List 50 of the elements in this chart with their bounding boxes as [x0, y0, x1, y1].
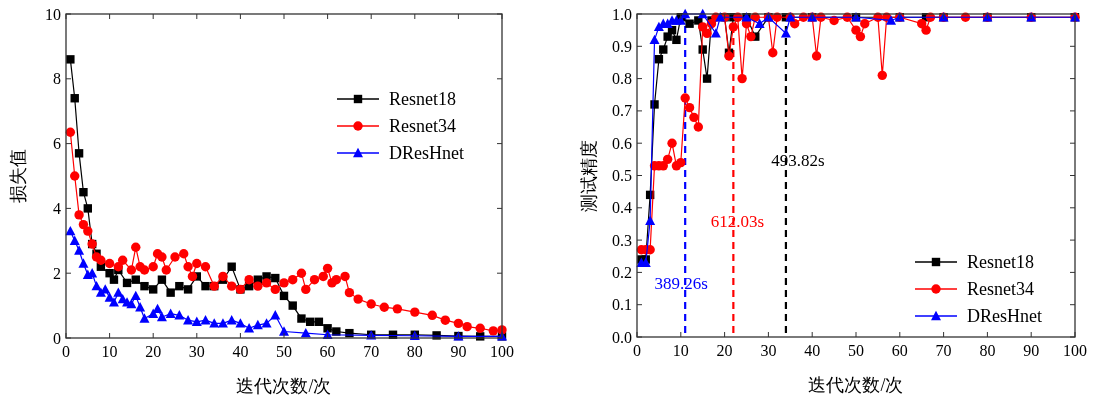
y-axis-title: 测试精度 [579, 139, 599, 212]
x-tick-label: 80 [979, 342, 996, 359]
y-tick-label: 0.1 [612, 296, 632, 314]
y-tick-label: 0.7 [612, 102, 632, 120]
x-tick-label: 60 [891, 342, 908, 359]
x-tick-label: 50 [276, 343, 292, 360]
ref-line-label: 493.82s [771, 150, 825, 170]
x-tick-label: 70 [363, 343, 380, 360]
x-tick-label: 40 [232, 343, 249, 360]
y-tick-label: 0.9 [612, 37, 632, 55]
x-tick-label: 90 [1023, 342, 1040, 359]
x-tick-label: 70 [935, 342, 952, 359]
legend-label: DResHnet [967, 306, 1042, 326]
x-tick-label: 90 [450, 343, 467, 360]
legend-label: Resnet34 [967, 279, 1034, 299]
x-tick-label: 80 [406, 343, 423, 360]
x-tick-label: 30 [188, 343, 205, 360]
y-tick-label: 0.8 [612, 70, 632, 88]
x-tick-label: 50 [848, 342, 864, 359]
y-tick-label: 0.0 [612, 328, 632, 346]
y-axis-title: 损失值 [8, 149, 28, 203]
y-tick-label: 0.4 [612, 199, 632, 217]
y-tick-label: 0.3 [612, 231, 632, 249]
legend-label: Resnet18 [389, 89, 456, 109]
y-tick-label: 6 [53, 135, 61, 153]
y-tick-label: 0.2 [612, 263, 632, 281]
legend-label: Resnet18 [967, 252, 1034, 272]
x-tick-label: 30 [760, 342, 777, 359]
y-tick-label: 10 [45, 5, 61, 23]
x-tick-label: 60 [319, 343, 336, 360]
x-axis-title: 迭代次数/次 [236, 376, 332, 396]
x-axis-title: 迭代次数/次 [808, 375, 904, 395]
x-tick-label: 10 [101, 343, 118, 360]
ref-line-label: 389.26s [654, 273, 708, 293]
x-tick-label: 20 [145, 343, 162, 360]
x-tick-label: 100 [1063, 342, 1087, 359]
y-tick-label: 0.6 [612, 134, 632, 152]
x-tick-label: 100 [490, 343, 514, 360]
y-tick-label: 8 [53, 70, 61, 88]
legend-label: DResHnet [389, 143, 464, 163]
ref-line-label: 612.03s [710, 212, 765, 232]
x-tick-label: 40 [804, 342, 821, 359]
y-tick-label: 0 [53, 329, 61, 347]
y-tick-label: 2 [53, 264, 61, 282]
x-tick-label: 20 [716, 342, 733, 359]
y-tick-label: 0.5 [612, 167, 632, 184]
y-tick-label: 4 [53, 199, 61, 217]
x-tick-label: 10 [672, 342, 689, 359]
y-tick-label: 1.0 [612, 5, 632, 23]
legend-label: Resnet34 [389, 116, 456, 136]
